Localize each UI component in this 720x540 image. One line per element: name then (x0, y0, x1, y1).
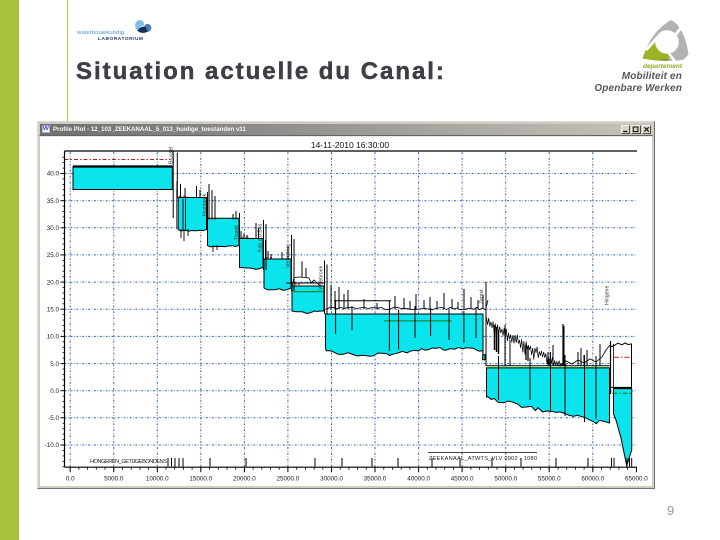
svg-text:40.0: 40.0 (47, 171, 60, 178)
svg-text:14-11-2010 16:30:00: 14-11-2010 16:30:00 (311, 140, 390, 150)
svg-text:10000.0: 10000.0 (146, 476, 169, 483)
svg-text:Willebroek: Willebroek (319, 265, 325, 290)
svg-text:5000.0: 5000.0 (104, 476, 124, 483)
svg-text:HONGEREN_GETIJGEBONDENS: HONGEREN_GETIJGEBONDENS (90, 459, 167, 465)
svg-text:25000.0: 25000.0 (277, 476, 300, 483)
svg-text:Tisselt: Tisselt (234, 225, 240, 240)
svg-text:15.0: 15.0 (47, 306, 60, 313)
svg-text:20000.0: 20000.0 (233, 476, 256, 483)
svg-text:ZEEKANAAL_ATWTS_VLV 0902 - 108: ZEEKANAAL_ATWTS_VLV 0902 - 1080 (429, 456, 537, 462)
svg-text:30000.0: 30000.0 (320, 476, 343, 483)
svg-text:25.0: 25.0 (47, 252, 60, 259)
svg-text:10.0: 10.0 (47, 334, 60, 341)
svg-text:0.0: 0.0 (66, 476, 75, 483)
svg-text:35.0: 35.0 (47, 198, 60, 205)
svg-text:60000.0: 60000.0 (581, 476, 604, 483)
svg-text:45000.0: 45000.0 (451, 476, 474, 483)
svg-text:65000.0: 65000.0 (625, 476, 648, 483)
svg-text:40000.0: 40000.0 (407, 476, 430, 483)
svg-text:55000.0: 55000.0 (538, 476, 561, 483)
svg-text:15000.0: 15000.0 (189, 476, 212, 483)
svg-text:5.0: 5.0 (50, 361, 59, 368)
svg-text:Hingene: Hingene (605, 286, 611, 305)
svg-text:Kap.o.d.Bos: Kap.o.d.Bos (258, 223, 264, 252)
svg-text:30.0: 30.0 (47, 225, 60, 232)
svg-text:50000.0: 50000.0 (494, 476, 517, 483)
svg-text:20.0: 20.0 (47, 279, 60, 286)
svg-text:35000.0: 35000.0 (364, 476, 387, 483)
svg-text:-10.0: -10.0 (45, 442, 60, 449)
svg-text:Zemst: Zemst (479, 289, 485, 304)
svg-text:-5.0: -5.0 (48, 415, 59, 422)
svg-text:Brussel: Brussel (169, 147, 175, 164)
svg-text:Humbeek: Humbeek (202, 193, 208, 216)
svg-text:0.0: 0.0 (50, 388, 59, 395)
